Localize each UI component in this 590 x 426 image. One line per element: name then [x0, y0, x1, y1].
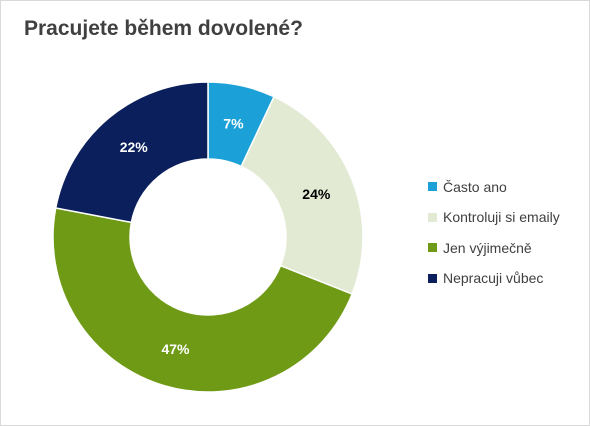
- legend-swatch: [428, 243, 437, 252]
- legend-swatch: [428, 273, 437, 283]
- data-label-jen-vyjimecne: 47%: [161, 341, 190, 357]
- data-label-nepracuji-vubec: 22%: [120, 139, 149, 155]
- slice-jen-vyjimecne: [52, 207, 354, 393]
- legend-item-kontroluji-si-emaily: Kontroluji si emaily: [428, 209, 560, 225]
- chart-legend: Často ano Kontroluji si emaily Jen výjimeč…: [428, 179, 560, 301]
- legend-item-nepracuji-vubec: Nepracuji vůbec: [428, 270, 560, 286]
- legend-label: Často ano: [443, 178, 507, 195]
- chart-title: Pracujete během dovolené?: [24, 17, 303, 40]
- data-label-casto-ano: 7%: [223, 115, 244, 131]
- legend-item-jen-vyjimecne: Jen výjimečně: [428, 239, 560, 256]
- legend-item-casto-ano: Často ano: [428, 178, 560, 195]
- slice-kontroluji-si-emaily: [240, 95, 364, 296]
- slice-nepracuji-vubec: [54, 81, 209, 224]
- data-label-kontroluji-si-emaily: 24%: [302, 186, 331, 202]
- legend-label: Nepracuji vůbec: [443, 270, 544, 286]
- legend-swatch: [428, 182, 437, 191]
- legend-label: Jen výjimečně: [443, 239, 532, 256]
- legend-swatch: [428, 212, 437, 222]
- legend-label: Kontroluji si emaily: [443, 209, 560, 225]
